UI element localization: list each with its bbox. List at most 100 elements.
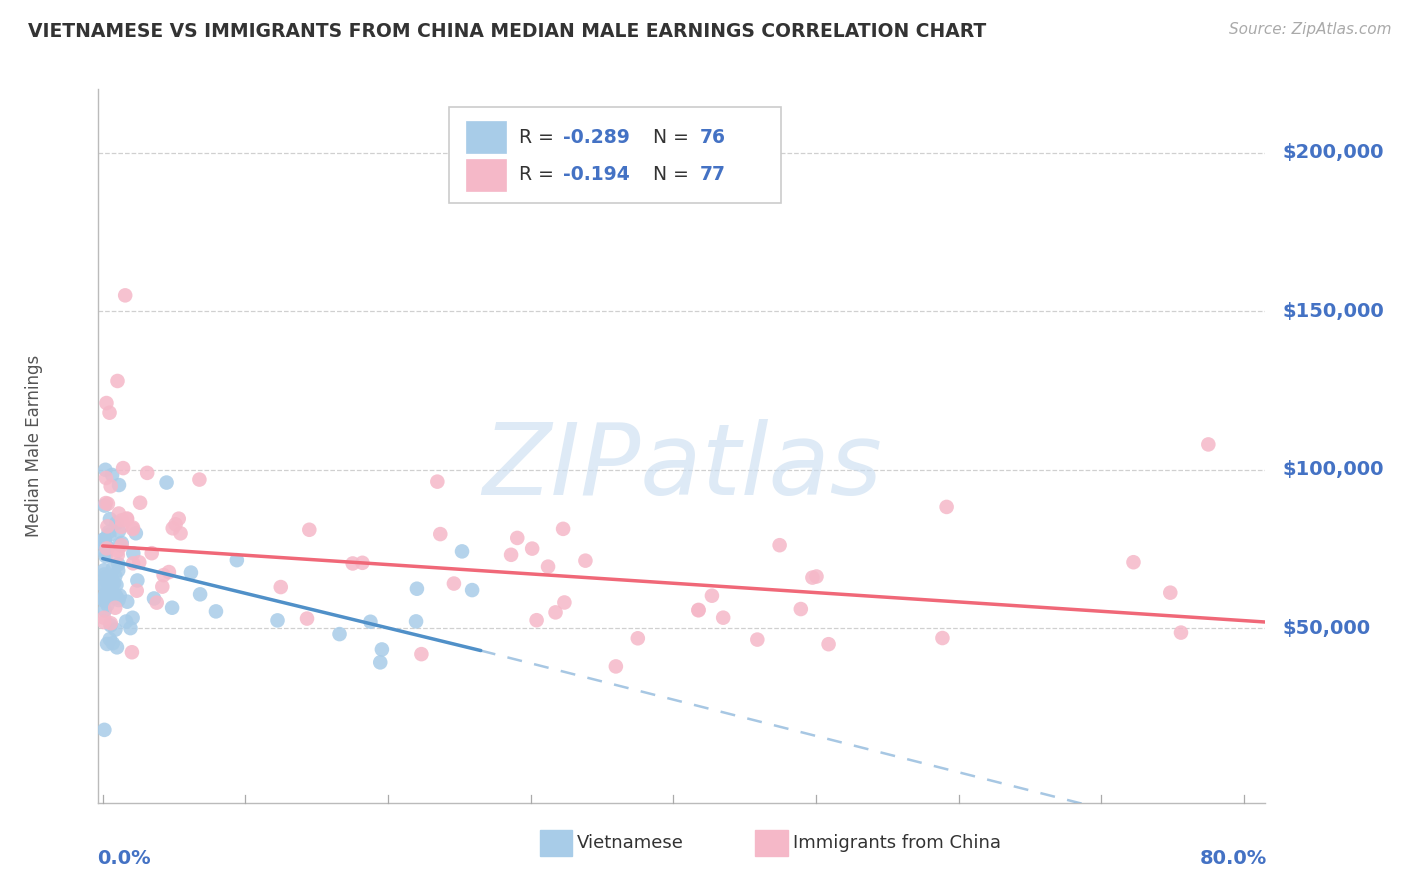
Point: [359, 615, 381, 629]
Point: [96, 569, 118, 583]
Point: [935, 500, 957, 514]
Point: [104, 589, 127, 603]
Text: $150,000: $150,000: [1282, 301, 1384, 321]
Point: [405, 615, 427, 629]
Point: [105, 516, 128, 530]
Point: [295, 611, 318, 625]
Text: $100,000: $100,000: [1282, 460, 1384, 479]
Point: [801, 571, 824, 585]
Point: [101, 561, 124, 575]
Point: [107, 548, 129, 562]
Point: [768, 538, 790, 552]
Point: [93, 611, 115, 625]
Text: 76: 76: [699, 128, 725, 146]
FancyBboxPatch shape: [465, 159, 506, 191]
Point: [94, 549, 117, 564]
Point: [520, 541, 543, 556]
Text: -0.289: -0.289: [562, 128, 630, 146]
Point: [451, 544, 474, 558]
Text: Vietnamese: Vietnamese: [576, 835, 683, 853]
Point: [266, 613, 288, 627]
Point: [270, 580, 292, 594]
Point: [180, 566, 202, 580]
Point: [120, 621, 142, 635]
Point: [104, 600, 127, 615]
Point: [371, 642, 394, 657]
Point: [93, 567, 115, 582]
Point: [627, 632, 650, 646]
Point: [114, 288, 136, 302]
Point: [700, 589, 723, 603]
Point: [94, 590, 117, 604]
Point: [93, 563, 115, 577]
Point: [155, 475, 177, 490]
Point: [160, 600, 183, 615]
Point: [108, 524, 131, 538]
Text: $50,000: $50,000: [1282, 619, 1371, 638]
Point: [537, 559, 560, 574]
Point: [501, 548, 523, 562]
Point: [96, 541, 118, 556]
Point: [108, 537, 131, 551]
Point: [105, 578, 128, 592]
Point: [101, 578, 124, 592]
Point: [97, 497, 120, 511]
Point: [574, 554, 596, 568]
Point: [127, 574, 149, 588]
Point: [93, 594, 115, 608]
Point: [100, 616, 122, 631]
Text: 0.0%: 0.0%: [97, 849, 150, 868]
Point: [93, 578, 115, 592]
Point: [162, 521, 184, 535]
Point: [298, 523, 321, 537]
Point: [93, 533, 115, 547]
Point: [605, 659, 627, 673]
Point: [688, 603, 710, 617]
Point: [93, 533, 115, 547]
Point: [108, 589, 131, 603]
Point: [747, 632, 769, 647]
Point: [103, 576, 125, 591]
Point: [141, 546, 163, 560]
Point: [352, 556, 374, 570]
Point: [426, 475, 449, 489]
Point: [98, 512, 121, 526]
Text: Median Male Earnings: Median Male Earnings: [25, 355, 44, 537]
Point: [136, 466, 159, 480]
Point: [145, 596, 167, 610]
Point: [165, 517, 187, 532]
Point: [94, 534, 117, 549]
Point: [96, 637, 118, 651]
Point: [107, 543, 129, 558]
Point: [101, 467, 124, 482]
Point: [1159, 585, 1181, 599]
FancyBboxPatch shape: [540, 830, 572, 855]
Text: Source: ZipAtlas.com: Source: ZipAtlas.com: [1229, 22, 1392, 37]
Point: [205, 604, 228, 618]
Point: [526, 613, 548, 627]
Text: N =: N =: [652, 128, 695, 146]
Point: [110, 538, 132, 552]
Text: $200,000: $200,000: [1282, 143, 1384, 162]
Point: [107, 507, 129, 521]
Point: [104, 569, 127, 583]
Point: [115, 511, 138, 525]
Point: [790, 602, 813, 616]
Point: [143, 591, 166, 606]
Point: [461, 583, 484, 598]
Point: [93, 579, 115, 593]
Point: [121, 645, 143, 659]
Point: [711, 610, 734, 624]
Point: [115, 512, 138, 526]
Point: [93, 592, 115, 607]
Point: [107, 374, 129, 388]
Point: [94, 587, 117, 601]
Point: [97, 576, 120, 591]
Text: Immigrants from China: Immigrants from China: [793, 835, 1001, 853]
Point: [94, 573, 117, 587]
Point: [112, 461, 135, 475]
Point: [121, 522, 143, 536]
Text: R =: R =: [519, 128, 560, 146]
Point: [94, 463, 117, 477]
Point: [129, 496, 152, 510]
